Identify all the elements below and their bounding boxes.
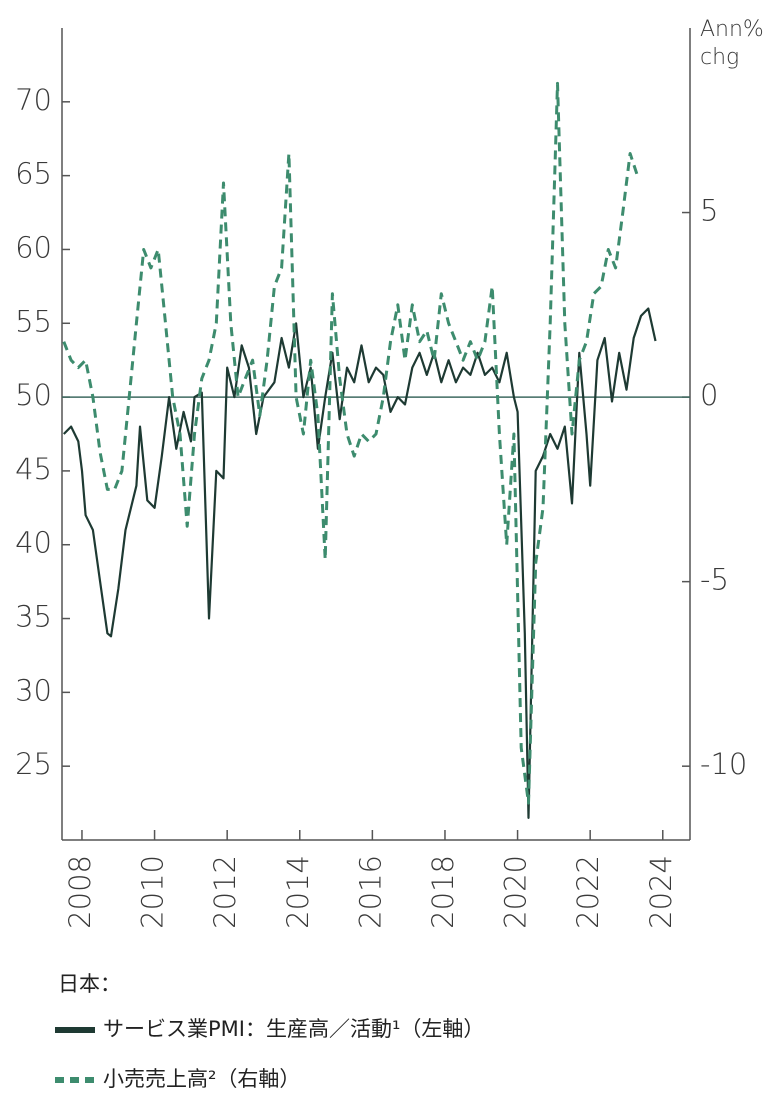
- y2-tick-label: 0: [700, 378, 718, 412]
- y-tick-label: 65: [15, 157, 52, 191]
- y-tick-label: 30: [15, 673, 52, 707]
- y-tick-label: 70: [15, 83, 52, 117]
- x-tick-label: 2012: [208, 855, 242, 929]
- x-tick-label: 2024: [644, 855, 678, 929]
- legend-label: 小売売上高²（右軸）: [103, 1067, 300, 1091]
- y-tick-label: 25: [15, 747, 52, 781]
- x-tick-label: 2020: [499, 855, 533, 929]
- y-tick-label: 40: [15, 526, 52, 560]
- y2-axis-label: chg: [700, 45, 739, 70]
- y-tick-label: 55: [15, 304, 52, 338]
- legend-title: 日本：: [58, 972, 121, 996]
- y-tick-label: 35: [15, 600, 52, 634]
- series-line: [62, 81, 639, 805]
- series-line: [63, 307, 657, 819]
- x-tick-label: 2022: [571, 855, 605, 929]
- y-tick-label: 45: [15, 452, 52, 486]
- y2-tick-label: 5: [700, 194, 718, 228]
- y-tick-label: 50: [15, 378, 52, 412]
- y-tick-label: 60: [15, 230, 52, 264]
- x-tick-label: 2016: [353, 855, 387, 929]
- legend-label: サービス業PMI：生産高／活動¹（左軸）: [103, 1017, 484, 1041]
- y2-axis-label: Ann%: [700, 17, 764, 42]
- y2-tick-label: -5: [700, 563, 729, 597]
- x-tick-label: 2014: [281, 855, 315, 929]
- y2-tick-label: -10: [700, 747, 747, 781]
- x-tick-label: 2008: [63, 855, 97, 929]
- x-tick-label: 2010: [136, 855, 170, 929]
- x-tick-label: 2018: [426, 855, 460, 929]
